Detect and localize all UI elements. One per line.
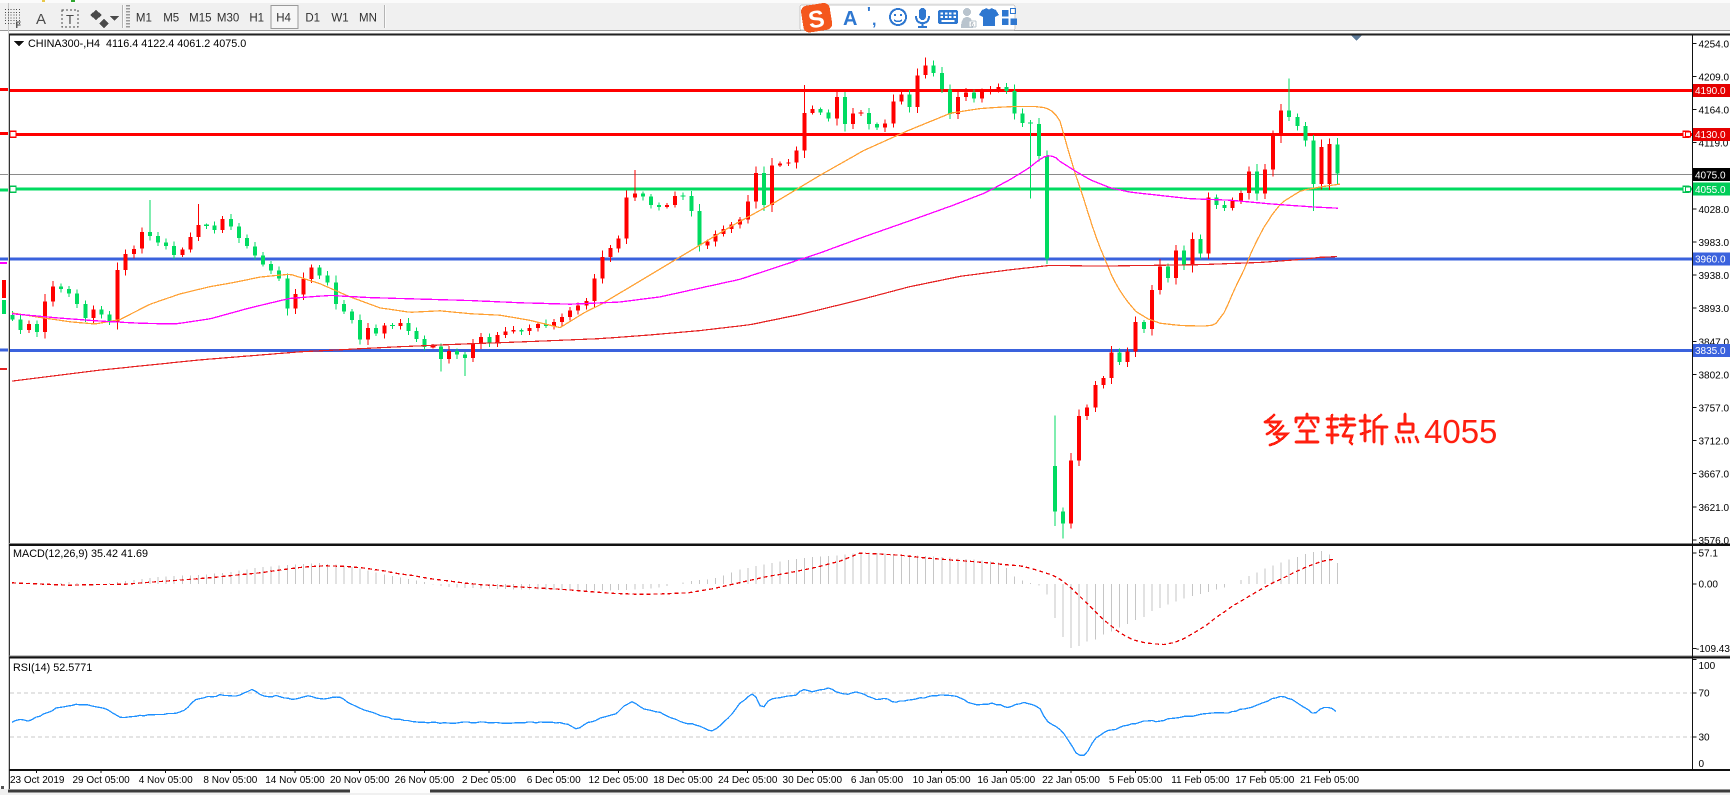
svg-text:0.00: 0.00 (1699, 580, 1719, 591)
svg-text:3712.0: 3712.0 (1699, 436, 1730, 447)
svg-text:14 Nov 05:00: 14 Nov 05:00 (265, 775, 325, 786)
svg-text:30: 30 (1699, 733, 1711, 744)
svg-text:3938.0: 3938.0 (1699, 271, 1730, 282)
svg-text:3960.0: 3960.0 (1695, 255, 1726, 266)
svg-text:M30: M30 (217, 13, 239, 25)
svg-text:70: 70 (1699, 688, 1711, 699)
svg-text:3847.0: 3847.0 (1699, 338, 1730, 349)
svg-text:17 Feb 05:00: 17 Feb 05:00 (1235, 775, 1294, 786)
svg-text:W1: W1 (331, 13, 348, 25)
svg-text:H4: H4 (276, 13, 291, 25)
svg-text:RSI(14) 52.5771: RSI(14) 52.5771 (13, 662, 92, 674)
svg-text:T: T (66, 12, 74, 27)
svg-text:8 Nov 05:00: 8 Nov 05:00 (203, 775, 257, 786)
svg-text:18 Dec 05:00: 18 Dec 05:00 (653, 775, 713, 786)
svg-text:26 Nov 05:00: 26 Nov 05:00 (395, 775, 455, 786)
svg-text:4055: 4055 (1424, 413, 1497, 450)
svg-text:16 Jan 05:00: 16 Jan 05:00 (977, 775, 1035, 786)
svg-text:3621.0: 3621.0 (1699, 503, 1730, 514)
svg-text:3802.0: 3802.0 (1699, 371, 1730, 382)
svg-text:6 Dec 05:00: 6 Dec 05:00 (527, 775, 581, 786)
svg-text:4075.0: 4075.0 (1695, 170, 1726, 181)
svg-text:12 Dec 05:00: 12 Dec 05:00 (589, 775, 649, 786)
svg-text:F: F (16, 20, 22, 30)
svg-text:30 Dec 05:00: 30 Dec 05:00 (783, 775, 843, 786)
svg-text:3983.0: 3983.0 (1699, 238, 1730, 249)
svg-text:4119.0: 4119.0 (1699, 138, 1729, 149)
svg-text:24 Dec 05:00: 24 Dec 05:00 (718, 775, 778, 786)
svg-text:MACD(12,26,9) 35.42 41.69: MACD(12,26,9) 35.42 41.69 (13, 548, 148, 560)
svg-text:A: A (36, 11, 46, 28)
svg-text:CHINA300-,H4 4116.4 4122.4 40: CHINA300-,H4 4116.4 4122.4 4061.2 4075.0 (28, 38, 246, 50)
svg-text:2 Dec 05:00: 2 Dec 05:00 (462, 775, 516, 786)
svg-text:29 Oct 05:00: 29 Oct 05:00 (72, 775, 130, 786)
svg-text:100: 100 (1699, 661, 1716, 672)
svg-text:4209.0: 4209.0 (1699, 72, 1730, 83)
svg-text:-109.43: -109.43 (1696, 644, 1730, 655)
svg-text:57.1: 57.1 (1699, 549, 1719, 560)
svg-text:3667.0: 3667.0 (1699, 469, 1730, 480)
svg-text:21 Feb 05:00: 21 Feb 05:00 (1300, 775, 1359, 786)
svg-text:4028.0: 4028.0 (1699, 205, 1730, 216)
svg-text:3893.0: 3893.0 (1699, 304, 1730, 315)
svg-text:20 Nov 05:00: 20 Nov 05:00 (330, 775, 390, 786)
svg-text:A: A (843, 8, 857, 30)
svg-text:22 Jan 05:00: 22 Jan 05:00 (1042, 775, 1100, 786)
svg-text:6 Jan 05:00: 6 Jan 05:00 (851, 775, 904, 786)
svg-text:M5: M5 (163, 13, 179, 25)
svg-text:4055.0: 4055.0 (1695, 185, 1726, 196)
svg-text:MN: MN (359, 13, 377, 25)
svg-text:11 Feb 05:00: 11 Feb 05:00 (1171, 775, 1230, 786)
svg-text:4190.0: 4190.0 (1695, 86, 1726, 97)
svg-text:M1: M1 (136, 13, 152, 25)
svg-text:3835.0: 3835.0 (1695, 346, 1726, 357)
svg-text:,: , (872, 12, 876, 29)
svg-text:': ' (867, 5, 871, 22)
svg-text:0: 0 (1699, 759, 1705, 770)
svg-text:3576.0: 3576.0 (1699, 536, 1730, 547)
svg-text:M15: M15 (189, 13, 211, 25)
svg-text:S: S (806, 5, 826, 34)
svg-text:23 Oct 2019: 23 Oct 2019 (10, 775, 65, 786)
svg-text:H1: H1 (249, 13, 264, 25)
svg-text:5 Feb 05:00: 5 Feb 05:00 (1109, 775, 1163, 786)
svg-text:10 Jan 05:00: 10 Jan 05:00 (913, 775, 971, 786)
svg-text:D1: D1 (305, 13, 320, 25)
svg-text:4254.0: 4254.0 (1699, 39, 1730, 50)
svg-text:4164.0: 4164.0 (1699, 105, 1730, 116)
svg-text:4130.0: 4130.0 (1695, 130, 1726, 141)
svg-text:4 Nov 05:00: 4 Nov 05:00 (139, 775, 193, 786)
svg-text:6: 6 (971, 23, 975, 29)
svg-text:3757.0: 3757.0 (1699, 404, 1730, 415)
